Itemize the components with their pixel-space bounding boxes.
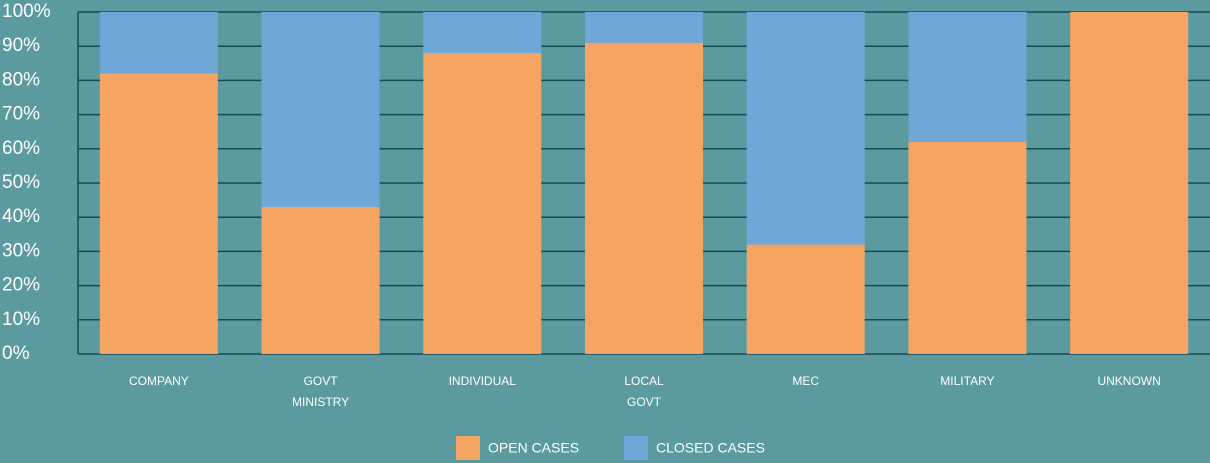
y-tick-label: 100% [2, 1, 51, 22]
bar-segment [99, 73, 218, 354]
x-tick-label: INDIVIDUAL [449, 374, 517, 388]
legend-swatch [624, 436, 648, 460]
y-tick-label: 0% [2, 343, 30, 364]
bar-segment [99, 12, 218, 74]
x-tick-label: GOVT MINISTRY [292, 374, 349, 409]
y-tick-label: 90% [2, 35, 40, 56]
y-tick-label: 20% [2, 275, 40, 296]
bar-segment [746, 244, 865, 354]
legend-swatch [456, 436, 480, 460]
bar-segment [585, 42, 703, 354]
x-tick-label: UNKNOWN [1097, 374, 1160, 388]
bar-segment [423, 53, 542, 354]
bar-segment [746, 12, 865, 245]
bar-segment [261, 12, 380, 207]
x-tick-label: COMPANY [129, 374, 189, 388]
y-tick-label: 70% [2, 104, 40, 125]
y-tick-label: 60% [2, 138, 40, 159]
bar-segment [908, 141, 1027, 354]
legend-label: CLOSED CASES [656, 440, 765, 456]
bar-segment [423, 12, 542, 54]
y-tick-label: 50% [2, 172, 40, 193]
bar-segment [908, 12, 1027, 142]
bar-segment [261, 206, 380, 354]
y-tick-label: 10% [2, 309, 40, 330]
y-tick-label: 40% [2, 206, 40, 227]
y-tick-label: 80% [2, 69, 40, 90]
x-tick-label: MILITARY [940, 374, 994, 388]
bar-segment [1070, 12, 1189, 354]
bar-segment [585, 12, 703, 43]
x-tick-label: MEC [792, 374, 819, 388]
x-tick-label: LOCAL GOVT [624, 374, 664, 409]
y-tick-label: 30% [2, 240, 40, 261]
legend-label: OPEN CASES [488, 440, 579, 456]
